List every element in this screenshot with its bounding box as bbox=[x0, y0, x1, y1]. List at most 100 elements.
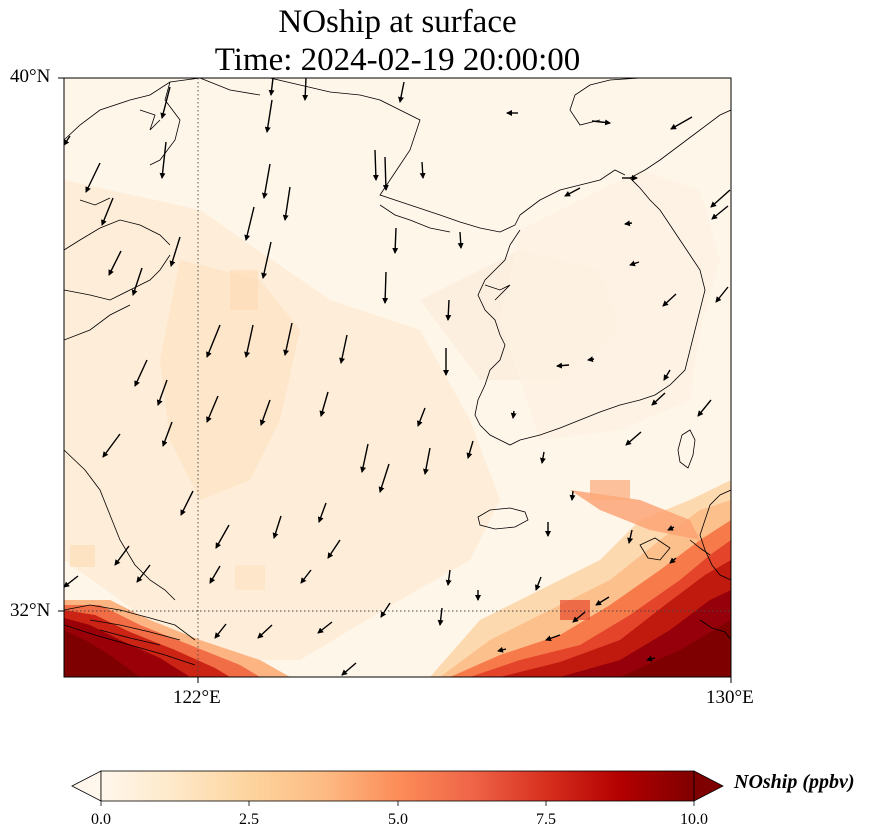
wind-vector-arrow bbox=[64, 135, 71, 146]
colorbar bbox=[71, 770, 724, 806]
wind-vector-arrow bbox=[206, 324, 221, 358]
wind-vector-arrow bbox=[64, 575, 79, 588]
wind-vector-arrow bbox=[445, 299, 452, 321]
map-frame bbox=[63, 77, 732, 678]
wind-vector-arrow bbox=[497, 646, 507, 653]
wind-vector-arrow bbox=[382, 156, 389, 191]
wind-vector-arrow bbox=[372, 149, 379, 181]
wind-vector-arrow bbox=[629, 260, 640, 267]
wind-vector-arrow bbox=[545, 634, 561, 642]
wind-vector-arrow bbox=[595, 596, 610, 606]
wind-vector-arrow bbox=[257, 624, 273, 639]
wind-vector-arrow bbox=[445, 569, 452, 586]
wind-vector-arrow bbox=[564, 187, 581, 197]
wind-vectors bbox=[64, 78, 731, 676]
wind-vector-arrow bbox=[300, 569, 312, 584]
wind-vector-arrow bbox=[670, 116, 693, 130]
wind-vector-arrow bbox=[417, 407, 426, 427]
concentration-field bbox=[64, 78, 731, 677]
wind-vector-arrow bbox=[339, 334, 348, 364]
lon-tick-label-122e: 122°E bbox=[173, 687, 221, 708]
colorbar-label: NOship (ppbv) bbox=[734, 771, 855, 793]
wind-vector-arrow bbox=[510, 410, 517, 419]
colorbar-extend-high bbox=[693, 770, 724, 802]
wind-vector-arrow bbox=[587, 356, 595, 363]
colorbar-extend-low bbox=[71, 770, 102, 802]
wind-vector-arrow bbox=[209, 565, 221, 584]
wind-vector-arrow bbox=[259, 399, 271, 426]
colorbar-tick-0: 0.0 bbox=[91, 811, 111, 828]
wind-vector-arrow bbox=[244, 324, 254, 358]
wind-vector-arrow bbox=[215, 524, 230, 549]
colorbar-tick-2-5: 2.5 bbox=[239, 811, 259, 828]
colorbar-tick-7-5: 7.5 bbox=[536, 811, 556, 828]
wind-vector-arrow bbox=[591, 119, 611, 126]
wind-vector-arrow bbox=[160, 86, 171, 119]
wind-vector-arrow bbox=[646, 655, 656, 662]
wind-vector-arrow bbox=[341, 662, 357, 676]
wind-vector-arrow bbox=[625, 431, 642, 446]
wind-vector-arrow bbox=[131, 267, 143, 296]
wind-vector-arrow bbox=[244, 206, 255, 241]
wind-vector-arrow bbox=[317, 502, 327, 523]
wind-vector-arrow bbox=[169, 236, 181, 267]
wind-vector-arrow bbox=[419, 161, 426, 179]
wind-vector-arrow bbox=[159, 141, 167, 179]
lat-tick-label-40n: 40°N bbox=[10, 66, 51, 87]
wind-vector-arrow bbox=[663, 369, 671, 381]
wind-vector-arrow bbox=[624, 220, 633, 227]
wind-vector-arrow bbox=[136, 564, 151, 583]
wind-vector-arrow bbox=[108, 250, 122, 276]
colorbar-tick-5: 5.0 bbox=[388, 811, 408, 828]
wind-vector-arrow bbox=[102, 433, 121, 458]
wind-vector-arrow bbox=[422, 447, 431, 475]
wind-vector-arrow bbox=[114, 545, 130, 566]
wind-vector-arrow bbox=[156, 379, 168, 406]
wind-vector-arrow bbox=[319, 391, 329, 417]
map-title-line-1: NOship at surface bbox=[278, 4, 517, 40]
wind-vector-arrow bbox=[697, 399, 712, 417]
wind-vector-arrow bbox=[466, 440, 474, 459]
wind-vector-arrow bbox=[556, 362, 570, 369]
wind-vector-arrow bbox=[327, 539, 341, 559]
wind-vector-arrow bbox=[283, 322, 293, 356]
wind-vector-arrow bbox=[261, 163, 271, 199]
wind-vector-arrow bbox=[282, 186, 291, 221]
axis-ticks bbox=[58, 77, 732, 683]
wind-vector-arrow bbox=[302, 78, 309, 101]
wind-vector-arrow bbox=[662, 293, 677, 307]
wind-vector-arrow bbox=[669, 557, 677, 564]
wind-vector-arrow bbox=[457, 231, 464, 249]
wind-vector-arrow bbox=[382, 271, 389, 304]
wind-vector-arrow bbox=[360, 443, 369, 473]
lat-tick-label-32n: 32°N bbox=[10, 600, 51, 621]
wind-vector-arrow bbox=[572, 611, 586, 623]
wind-vector-arrow bbox=[261, 241, 272, 279]
wind-vector-arrow bbox=[206, 395, 219, 423]
wind-vector-arrow bbox=[101, 197, 114, 226]
wind-vector-arrow bbox=[667, 525, 675, 531]
wind-vector-arrow bbox=[85, 162, 101, 193]
colorbar-tick-10: 10.0 bbox=[680, 811, 708, 828]
lon-tick-label-130e: 130°E bbox=[706, 687, 754, 708]
wind-vector-arrow bbox=[710, 189, 731, 208]
wind-vector-arrow bbox=[272, 515, 282, 539]
wind-vector-arrow bbox=[317, 621, 333, 634]
wind-vector-arrow bbox=[398, 81, 405, 103]
wind-vector-arrow bbox=[711, 205, 729, 220]
wind-vector-arrow bbox=[437, 607, 444, 626]
wind-vector-arrow bbox=[380, 602, 391, 618]
colorbar-bar bbox=[100, 770, 695, 802]
wind-vector-arrow bbox=[534, 576, 542, 591]
wind-vector-arrow bbox=[715, 286, 729, 303]
wind-vector-arrow bbox=[214, 623, 227, 639]
wind-vector-arrow bbox=[378, 463, 390, 493]
wind-vector-arrow bbox=[569, 490, 576, 501]
wind-vector-arrow bbox=[134, 359, 148, 387]
wind-vector-arrow bbox=[392, 227, 399, 254]
wind-vector-arrow bbox=[180, 490, 194, 516]
wind-vector-arrow bbox=[627, 529, 634, 544]
wind-vector-arrow bbox=[651, 392, 666, 406]
map-title-line-2: Time: 2024-02-19 20:00:00 bbox=[214, 42, 581, 78]
